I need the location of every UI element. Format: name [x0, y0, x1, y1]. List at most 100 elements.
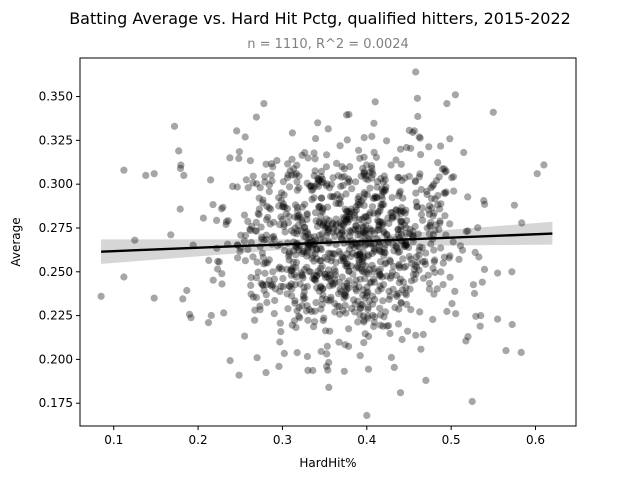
- data-point: [310, 257, 318, 265]
- data-point: [244, 184, 252, 192]
- data-point: [395, 173, 403, 182]
- data-point: [407, 144, 415, 152]
- data-point: [364, 252, 372, 260]
- data-point: [360, 339, 368, 347]
- data-point: [248, 222, 256, 231]
- data-point: [284, 219, 292, 227]
- data-point: [351, 214, 359, 222]
- data-point: [413, 203, 421, 211]
- data-point: [402, 229, 410, 238]
- data-point: [253, 180, 261, 188]
- data-point: [249, 253, 257, 261]
- data-point: [288, 267, 296, 275]
- data-point: [318, 175, 327, 183]
- data-point: [424, 271, 432, 279]
- data-point: [361, 190, 369, 198]
- data-point: [317, 347, 325, 356]
- y-tick-label: 0.175: [39, 396, 73, 410]
- data-point: [302, 307, 310, 315]
- data-point: [336, 285, 344, 293]
- data-point: [362, 172, 370, 180]
- data-point: [293, 161, 301, 169]
- data-point: [343, 263, 351, 271]
- data-point: [304, 154, 312, 162]
- data-point: [293, 207, 302, 215]
- data-point: [393, 292, 401, 301]
- data-point: [323, 255, 331, 263]
- data-point: [354, 227, 362, 235]
- data-point: [423, 187, 431, 195]
- data-point: [337, 182, 345, 190]
- data-point: [395, 260, 403, 269]
- data-point: [241, 133, 249, 141]
- data-point: [300, 232, 308, 240]
- data-point: [403, 143, 411, 152]
- data-point: [312, 245, 321, 253]
- data-point: [376, 258, 384, 266]
- data-point: [316, 176, 324, 184]
- data-point: [275, 362, 283, 370]
- data-point: [347, 253, 355, 261]
- data-point: [249, 172, 257, 180]
- data-point: [345, 207, 353, 216]
- data-point: [437, 268, 445, 276]
- data-point: [375, 246, 384, 254]
- data-point: [279, 274, 287, 283]
- data-point: [295, 184, 303, 192]
- data-point: [364, 365, 373, 373]
- data-point: [376, 282, 384, 290]
- data-point: [233, 127, 241, 135]
- data-point: [224, 217, 232, 225]
- data-point: [411, 177, 419, 185]
- data-point: [319, 221, 327, 230]
- data-point: [345, 284, 353, 292]
- data-point: [425, 279, 434, 287]
- data-point: [294, 212, 302, 220]
- data-point: [293, 203, 301, 211]
- data-point: [451, 91, 459, 99]
- data-point: [413, 202, 421, 210]
- data-point: [386, 274, 394, 282]
- data-point: [331, 271, 340, 279]
- data-point: [333, 227, 341, 235]
- data-point: [340, 165, 348, 173]
- data-point: [337, 288, 345, 296]
- data-point: [393, 213, 401, 221]
- data-point: [387, 209, 395, 217]
- data-point: [285, 256, 293, 264]
- data-point: [355, 264, 363, 272]
- data-point: [376, 207, 384, 215]
- data-point: [336, 231, 344, 239]
- data-point: [311, 250, 319, 258]
- data-point: [329, 249, 337, 258]
- data-point: [308, 254, 316, 262]
- data-point: [278, 265, 286, 273]
- data-point: [386, 292, 394, 300]
- data-point: [380, 281, 388, 289]
- data-point: [464, 227, 472, 235]
- data-point: [304, 244, 312, 252]
- x-tick-label: 0.5: [442, 433, 461, 447]
- data-point: [370, 244, 378, 252]
- data-point: [352, 222, 360, 230]
- data-point: [345, 267, 353, 275]
- data-point: [365, 297, 373, 305]
- data-point: [502, 347, 510, 355]
- data-point: [318, 295, 326, 303]
- data-point: [370, 268, 378, 276]
- data-point: [354, 297, 362, 305]
- data-point: [260, 100, 268, 108]
- data-point: [295, 246, 303, 254]
- data-point: [344, 218, 352, 226]
- data-point: [317, 178, 325, 186]
- data-point: [374, 287, 382, 295]
- data-point: [365, 266, 373, 274]
- data-point: [235, 371, 243, 379]
- data-point: [401, 242, 410, 250]
- data-point: [402, 240, 410, 248]
- data-point: [352, 285, 360, 293]
- data-point: [331, 232, 339, 240]
- data-point: [356, 275, 364, 283]
- data-point: [316, 283, 325, 291]
- data-point: [395, 192, 403, 200]
